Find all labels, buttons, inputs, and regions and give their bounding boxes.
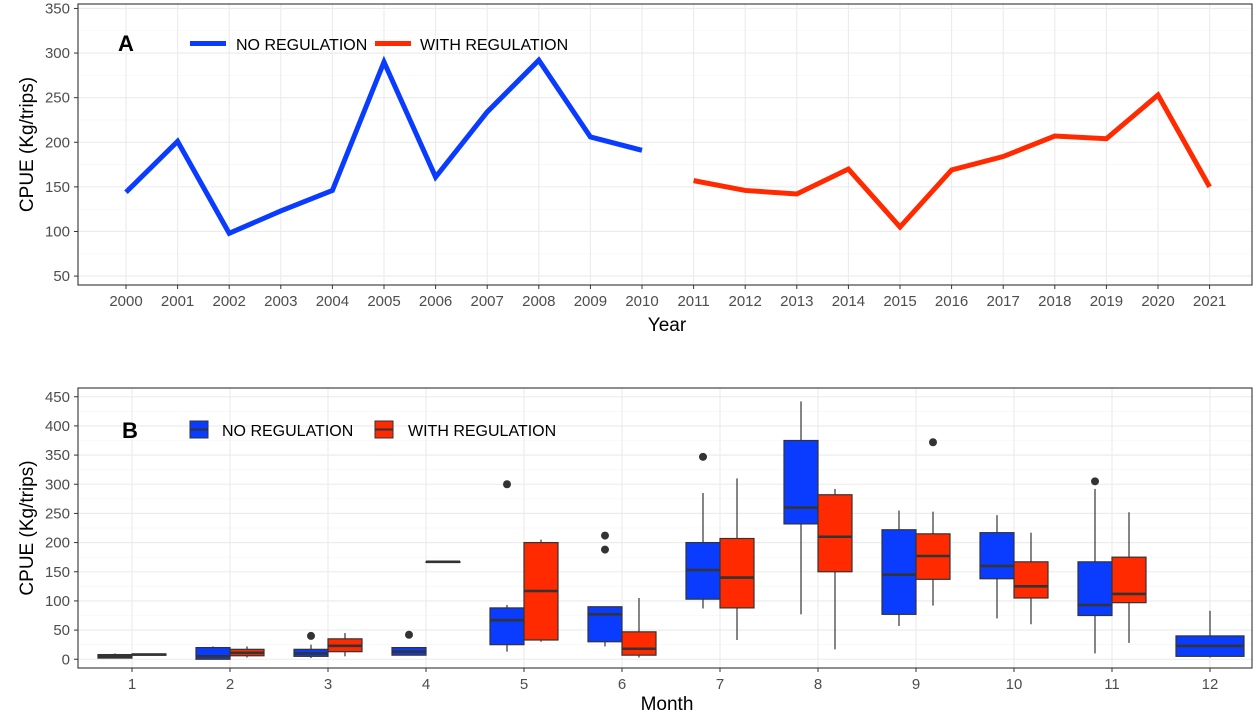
- x-tick-label: 2017: [987, 293, 1020, 310]
- x-tick-label: 2012: [729, 293, 762, 310]
- x-tick-label: 2020: [1141, 293, 1174, 310]
- legend-swatch-no-regulation: [190, 41, 226, 46]
- box-outlier-point: [307, 631, 315, 640]
- x-tick-label: 2000: [109, 293, 142, 310]
- panel-b-tag: B: [122, 418, 138, 443]
- box-iqr: [979, 532, 1015, 580]
- y-tick-label: 350: [45, 0, 70, 17]
- x-tick-label: 2002: [213, 293, 246, 310]
- x-tick-label: 2008: [522, 293, 555, 310]
- box-outlier-point: [699, 452, 707, 461]
- panel-a-y-ticks: 50 100 150 200 250 300 350: [45, 0, 78, 285]
- x-tick-label: 3: [324, 676, 332, 693]
- x-tick-label: 2013: [780, 293, 813, 310]
- box-iqr: [587, 606, 623, 643]
- box-outlier-point: [929, 438, 937, 447]
- y-tick-label: 350: [45, 447, 70, 464]
- y-tick-label: 50: [53, 268, 70, 285]
- x-tick-label: 7: [716, 676, 724, 693]
- panel-b-boxes: [97, 401, 1245, 660]
- series-line: [693, 91, 1212, 231]
- y-tick-label: 100: [45, 593, 70, 610]
- x-tick-label: 2003: [264, 293, 297, 310]
- y-tick-label: 0: [62, 651, 70, 668]
- y-tick-label: 150: [45, 179, 70, 196]
- x-tick-label: 2016: [935, 293, 968, 310]
- x-tick-label: 1: [128, 676, 136, 693]
- box-outlier-point: [601, 545, 609, 554]
- box-iqr: [817, 494, 853, 573]
- x-tick-label: 2010: [625, 293, 658, 310]
- box-outlier-point: [405, 630, 413, 639]
- x-tick-label: 8: [814, 676, 822, 693]
- panel-a-x-axis-title: Year: [648, 315, 687, 336]
- x-tick-label: 12: [1202, 676, 1219, 693]
- box-iqr: [881, 529, 917, 615]
- x-tick-label: 2005: [367, 293, 400, 310]
- panel-a-y-axis-title: CPUE (Kg/trips): [17, 77, 38, 212]
- panel-a-tag: A: [118, 31, 134, 56]
- box-iqr: [489, 607, 525, 646]
- box-iqr: [1111, 556, 1147, 604]
- x-tick-label: 2006: [419, 293, 452, 310]
- panel-b-x-axis-title: Month: [641, 694, 694, 714]
- x-tick-label: 2011: [677, 293, 709, 310]
- panel-a-frame: [77, 3, 1253, 286]
- x-tick-label: 2014: [832, 293, 865, 310]
- box-outlier-point: [601, 531, 609, 540]
- panel-b-y-ticks: 0 50 100 150 200 250 300 350 400 450: [45, 389, 78, 668]
- x-tick-label: 5: [520, 676, 528, 693]
- box-iqr: [719, 537, 755, 609]
- legend-label-with-regulation: WITH REGULATION: [420, 37, 568, 54]
- y-tick-label: 250: [45, 90, 70, 107]
- box-outlier-point: [1091, 477, 1099, 486]
- y-tick-label: 300: [45, 476, 70, 493]
- x-tick-label: 2007: [471, 293, 504, 310]
- panel-b-frame: [77, 387, 1253, 669]
- series-line: [124, 55, 643, 237]
- y-tick-label: 100: [45, 223, 70, 240]
- panel-a-grid: [78, 4, 1252, 285]
- x-tick-label: 9: [912, 676, 920, 693]
- x-tick-label: 2021: [1193, 293, 1226, 310]
- y-tick-label: 50: [53, 622, 70, 639]
- x-tick-label: 2015: [883, 293, 916, 310]
- y-tick-label: 250: [45, 505, 70, 522]
- panel-a-x-ticks: 2000 2001 2002 2003 2004 2005 2006 2007 2008 2009…: [109, 285, 1226, 310]
- legend-label-no-regulation: NO REGULATION: [236, 37, 367, 54]
- x-tick-label: 2: [226, 676, 234, 693]
- box-iqr: [621, 631, 657, 656]
- y-tick-label: 200: [45, 134, 70, 151]
- y-tick-label: 450: [45, 389, 70, 406]
- box-outlier-point: [503, 480, 511, 489]
- box-iqr: [1013, 561, 1049, 599]
- y-tick-label: 300: [45, 45, 70, 62]
- x-tick-label: 11: [1104, 676, 1120, 693]
- legend-swatch-with-regulation: [375, 41, 411, 46]
- x-tick-label: 2018: [1038, 293, 1071, 310]
- x-tick-label: 2019: [1090, 293, 1123, 310]
- y-tick-label: 400: [45, 418, 70, 435]
- box-iqr: [783, 439, 819, 525]
- panel-a-legend: NO REGULATION WITH REGULATION: [190, 37, 568, 54]
- panel-b-legend: NO REGULATION WITH REGULATION: [189, 420, 556, 440]
- panel-b-x-ticks: 1 2 3 4 5 6 7 8 9 10 11 12: [128, 668, 1219, 693]
- x-tick-label: 6: [618, 676, 626, 693]
- panel-b-grid: [78, 388, 1252, 668]
- y-tick-label: 200: [45, 535, 70, 552]
- x-tick-label: 4: [422, 676, 430, 693]
- x-tick-label: 10: [1006, 676, 1023, 693]
- panel-a-series: [124, 55, 1212, 237]
- x-tick-label: 2001: [161, 293, 194, 310]
- panel-b-y-axis-title: CPUE (Kg/trips): [17, 460, 38, 595]
- x-tick-label: 2004: [316, 293, 349, 310]
- y-tick-label: 150: [45, 564, 70, 581]
- box-iqr: [1077, 561, 1113, 617]
- x-tick-label: 2009: [574, 293, 607, 310]
- legend-label-no-regulation: NO REGULATION: [222, 423, 353, 440]
- legend-label-with-regulation: WITH REGULATION: [408, 423, 556, 440]
